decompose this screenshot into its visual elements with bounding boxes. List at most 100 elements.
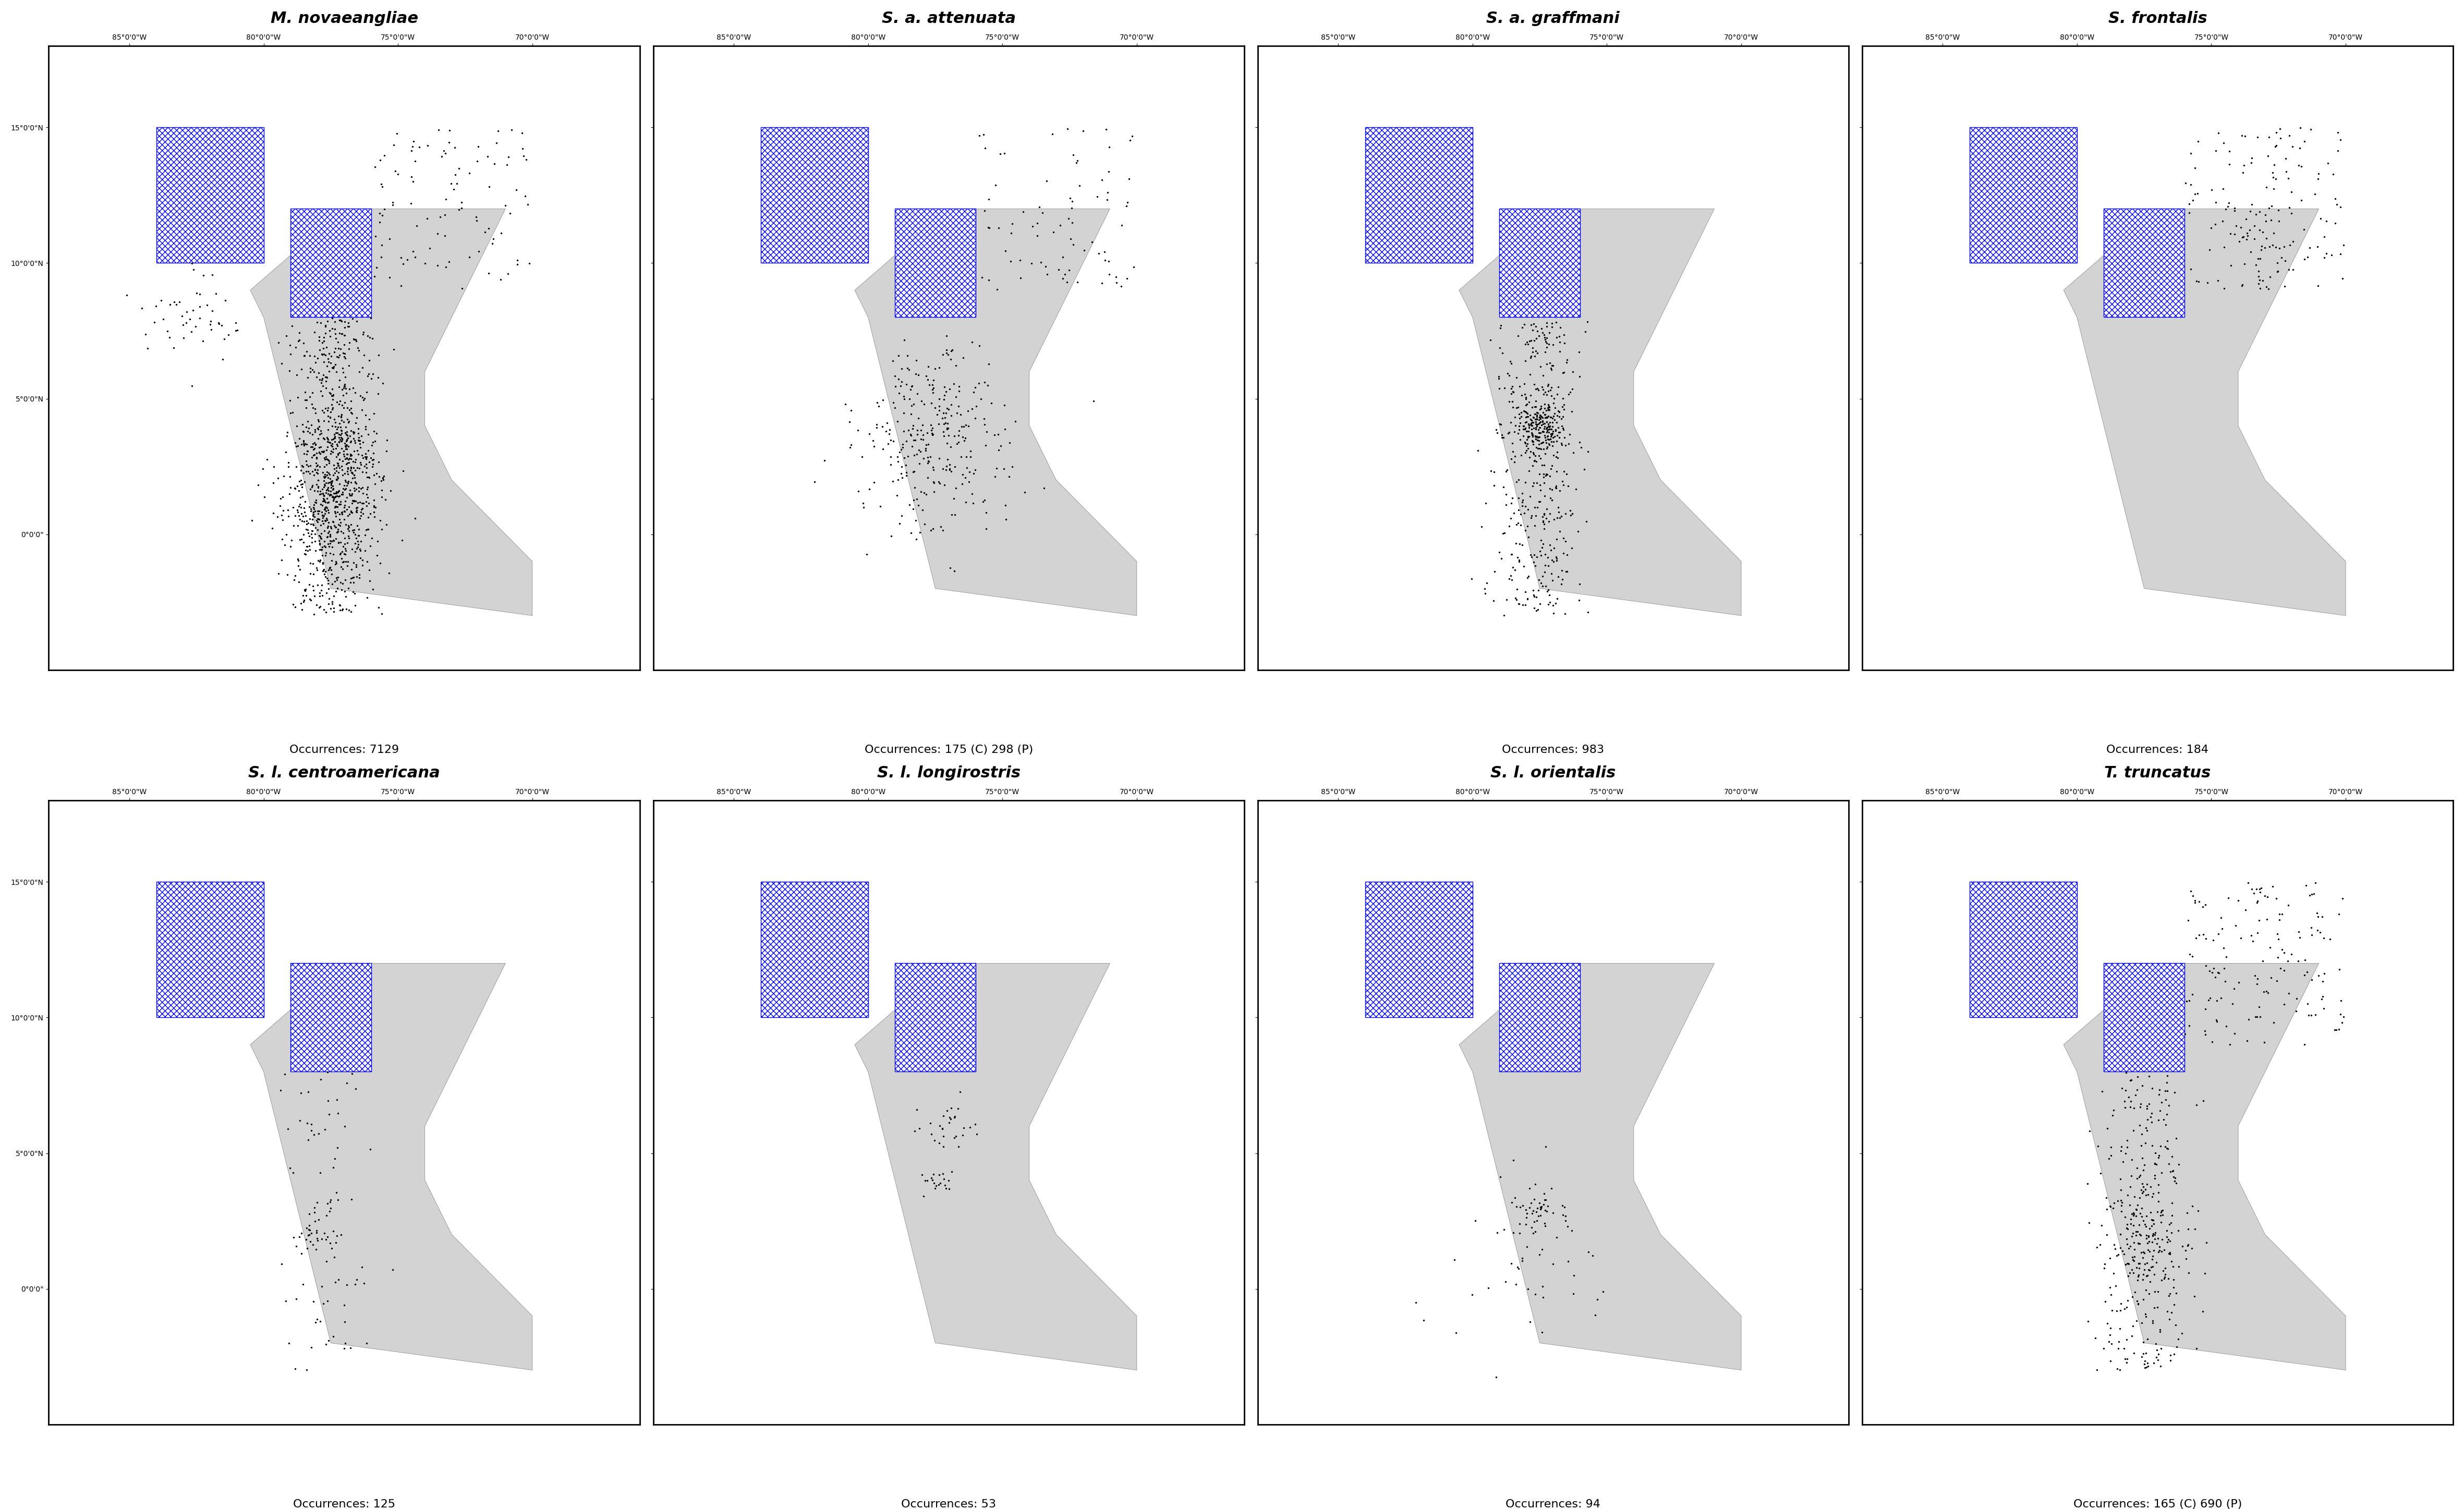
Point: [1491, 564, 1530, 589]
Point: [320, 429, 360, 453]
Point: [2193, 178, 2232, 202]
Point: [1552, 377, 1592, 401]
Point: [298, 347, 338, 371]
Point: [1535, 420, 1574, 444]
Point: [1545, 433, 1584, 457]
Point: [296, 451, 335, 475]
Point: [914, 518, 954, 542]
Point: [929, 1168, 968, 1192]
Point: [350, 1136, 389, 1160]
Point: [2252, 232, 2292, 257]
Point: [1530, 457, 1570, 481]
Point: [966, 433, 1005, 457]
Point: [2324, 267, 2363, 291]
Point: [1515, 596, 1555, 620]
Point: [2134, 1351, 2173, 1375]
Point: [323, 356, 362, 380]
Point: [2240, 880, 2279, 904]
Point: [2119, 1213, 2158, 1237]
Point: [1491, 376, 1530, 400]
Point: [1523, 465, 1562, 489]
Point: [288, 509, 328, 533]
Point: [2099, 1358, 2139, 1382]
Point: [335, 421, 375, 445]
Point: [1101, 275, 1141, 299]
Point: [323, 501, 362, 525]
Point: [1535, 536, 1574, 560]
Point: [342, 490, 382, 515]
Point: [1498, 1257, 1538, 1281]
Title: M. novaeangliae: M. novaeangliae: [271, 11, 419, 26]
Point: [1471, 459, 1510, 483]
Point: [342, 445, 382, 469]
Point: [1508, 332, 1547, 356]
Point: [308, 1192, 347, 1216]
Point: [266, 441, 306, 465]
Point: [2119, 1251, 2158, 1275]
Point: [1486, 483, 1525, 507]
Point: [197, 282, 237, 306]
Point: [2311, 927, 2351, 951]
Point: [897, 509, 936, 533]
Point: [296, 436, 335, 460]
Point: [298, 558, 338, 582]
Point: [498, 252, 537, 276]
Point: [2126, 1130, 2166, 1154]
Point: [892, 435, 931, 459]
Point: [958, 371, 998, 395]
Point: [328, 457, 367, 481]
Point: [2146, 1224, 2186, 1248]
Point: [274, 567, 313, 592]
Point: [2272, 201, 2311, 225]
Point: [306, 453, 345, 477]
Point: [968, 269, 1008, 293]
Point: [278, 495, 318, 519]
Point: [1501, 513, 1540, 537]
Point: [882, 370, 922, 394]
Point: [2284, 217, 2324, 241]
Point: [328, 516, 367, 540]
Point: [340, 539, 379, 563]
Point: [375, 133, 414, 157]
Point: [318, 480, 357, 504]
Point: [2102, 1135, 2141, 1159]
Point: [2117, 1077, 2156, 1102]
Point: [897, 423, 936, 447]
Point: [1515, 394, 1555, 418]
Point: [330, 519, 370, 543]
Point: [914, 480, 954, 504]
Point: [333, 566, 372, 590]
Point: [357, 382, 397, 406]
Point: [342, 548, 382, 572]
Point: [291, 522, 330, 546]
Point: [1518, 424, 1557, 448]
Point: [872, 453, 912, 477]
Point: [885, 401, 924, 426]
Point: [2240, 908, 2279, 933]
Point: [922, 1117, 961, 1141]
Point: [914, 469, 954, 493]
Point: [278, 433, 318, 457]
Point: [310, 442, 350, 466]
Point: [1518, 471, 1557, 495]
Point: [2134, 1243, 2173, 1268]
Point: [1528, 424, 1567, 448]
Point: [318, 495, 357, 519]
Point: [338, 513, 377, 537]
Point: [2124, 1257, 2163, 1281]
Point: [1540, 426, 1579, 450]
Point: [1567, 601, 1607, 625]
Point: [1082, 272, 1121, 296]
Point: [291, 1112, 330, 1136]
Point: [335, 465, 375, 489]
Point: [372, 1257, 411, 1281]
Point: [1508, 404, 1547, 429]
Point: [1478, 421, 1518, 445]
Point: [318, 521, 357, 545]
Point: [2141, 1268, 2181, 1292]
Point: [1508, 401, 1547, 426]
Point: [2122, 1204, 2161, 1228]
Point: [1545, 501, 1584, 525]
Point: [1525, 554, 1565, 578]
Point: [308, 430, 347, 454]
